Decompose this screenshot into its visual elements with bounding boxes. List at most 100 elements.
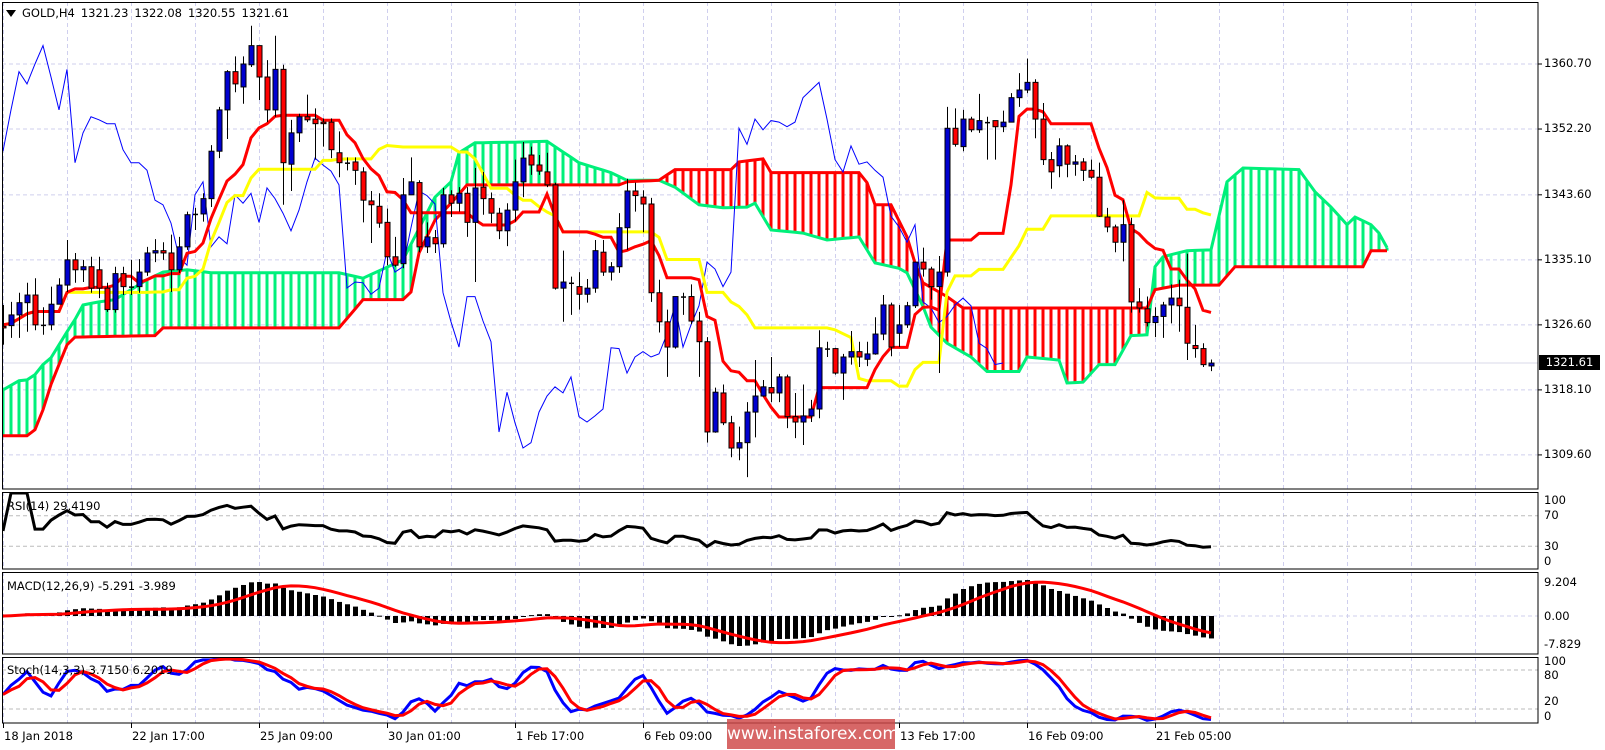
macd-histogram-bar bbox=[129, 610, 134, 616]
panel-borders bbox=[2, 2, 1539, 724]
candle bbox=[472, 168, 479, 283]
macd-histogram-bar bbox=[609, 616, 614, 628]
candle-body bbox=[1088, 169, 1095, 178]
rsi-panel[interactable] bbox=[2, 492, 1538, 569]
candle bbox=[520, 142, 527, 198]
candle-body bbox=[1048, 159, 1055, 173]
candle bbox=[424, 222, 431, 253]
candle-body bbox=[32, 294, 39, 326]
candle bbox=[864, 341, 871, 367]
candle bbox=[1064, 144, 1071, 178]
candle-body bbox=[272, 68, 279, 111]
candle-body bbox=[1064, 145, 1071, 165]
candle bbox=[584, 278, 591, 303]
candle-body bbox=[96, 269, 103, 289]
rsi-panel-border bbox=[2, 492, 1539, 570]
candle-body bbox=[736, 442, 743, 449]
candle-body bbox=[2, 325, 7, 329]
time-axis-label: 25 Jan 09:00 bbox=[260, 729, 333, 743]
candle-body bbox=[472, 187, 479, 223]
candle bbox=[1000, 110, 1007, 133]
candle-body bbox=[144, 252, 151, 273]
candle bbox=[648, 197, 655, 302]
candle-body bbox=[152, 250, 159, 254]
candle-body bbox=[480, 186, 487, 200]
candle-body bbox=[616, 227, 623, 268]
macd-histogram-bar bbox=[889, 616, 894, 617]
macd-level-min: -7.829 bbox=[1544, 637, 1582, 651]
ohlc-low: 1320.55 bbox=[187, 6, 236, 20]
macd-histogram-bar bbox=[1097, 604, 1102, 616]
candle bbox=[312, 108, 319, 160]
candle bbox=[632, 182, 639, 212]
candle bbox=[208, 145, 215, 208]
candle-body bbox=[1080, 161, 1087, 171]
macd-histogram-bar bbox=[545, 614, 550, 616]
candle bbox=[1056, 138, 1063, 178]
candle bbox=[1184, 253, 1191, 361]
candle bbox=[1160, 301, 1167, 338]
candle-body bbox=[992, 120, 999, 128]
candle bbox=[696, 311, 703, 377]
candle bbox=[656, 279, 663, 333]
macd-histogram-bar bbox=[833, 616, 838, 629]
candle bbox=[256, 45, 263, 100]
candle-body bbox=[912, 261, 919, 307]
candle-body bbox=[792, 416, 799, 423]
macd-histogram-bar bbox=[825, 616, 830, 631]
macd-histogram-bar bbox=[881, 616, 886, 618]
macd-histogram-bar bbox=[1185, 616, 1190, 635]
rsi-level-0: 0 bbox=[1544, 554, 1552, 568]
candle-body bbox=[1176, 297, 1183, 307]
candle bbox=[280, 64, 287, 205]
candle-body bbox=[712, 391, 719, 433]
price-axis-label: 1335.10 bbox=[1544, 251, 1592, 266]
macd-histogram-bar bbox=[1137, 616, 1142, 623]
candle-body bbox=[632, 190, 639, 197]
candle bbox=[360, 167, 367, 223]
candle bbox=[512, 159, 519, 222]
candle-body bbox=[1040, 118, 1047, 161]
candle-body bbox=[888, 304, 895, 348]
candle bbox=[168, 234, 175, 292]
macd-histogram-bar bbox=[153, 607, 158, 616]
stochastic-panel[interactable] bbox=[2, 657, 1538, 723]
candle bbox=[1008, 93, 1015, 123]
candle bbox=[688, 284, 695, 325]
candle-body bbox=[136, 271, 143, 288]
candle-body bbox=[1168, 297, 1175, 306]
candle bbox=[544, 152, 551, 188]
macd-histogram-bar bbox=[473, 616, 478, 621]
candle-body bbox=[1000, 121, 1007, 128]
macd-panel[interactable] bbox=[1, 572, 1538, 654]
candle bbox=[744, 402, 751, 478]
candle-body bbox=[456, 192, 463, 204]
macd-histogram-bar bbox=[313, 595, 318, 616]
macd-histogram-bar bbox=[1057, 591, 1062, 616]
macd-histogram-bar bbox=[1209, 616, 1214, 639]
candle bbox=[704, 337, 711, 443]
candle-body bbox=[1016, 89, 1023, 99]
candle-body bbox=[896, 324, 903, 334]
price-axis-label: 1318.10 bbox=[1544, 381, 1592, 396]
price-chart-panel[interactable] bbox=[1, 2, 1538, 489]
macd-level-zero: 0.00 bbox=[1544, 609, 1570, 623]
candle bbox=[896, 304, 903, 348]
candle-body bbox=[1056, 145, 1063, 167]
time-axis-label: 22 Jan 17:00 bbox=[132, 729, 205, 743]
macd-histogram-bar bbox=[161, 607, 166, 616]
candle-body bbox=[848, 351, 855, 358]
candle bbox=[624, 178, 631, 250]
macd-histogram-bar bbox=[993, 582, 998, 616]
triangle-down-icon[interactable] bbox=[6, 9, 16, 17]
macd-histogram-bar bbox=[737, 616, 742, 646]
candle-body bbox=[744, 411, 751, 444]
candle bbox=[992, 120, 999, 160]
candle bbox=[112, 266, 119, 313]
macd-histogram-bar bbox=[1065, 593, 1070, 616]
candle-body bbox=[1200, 348, 1207, 366]
macd-histogram-bar bbox=[217, 595, 222, 616]
candle bbox=[200, 193, 207, 222]
candle-body bbox=[1128, 224, 1135, 303]
